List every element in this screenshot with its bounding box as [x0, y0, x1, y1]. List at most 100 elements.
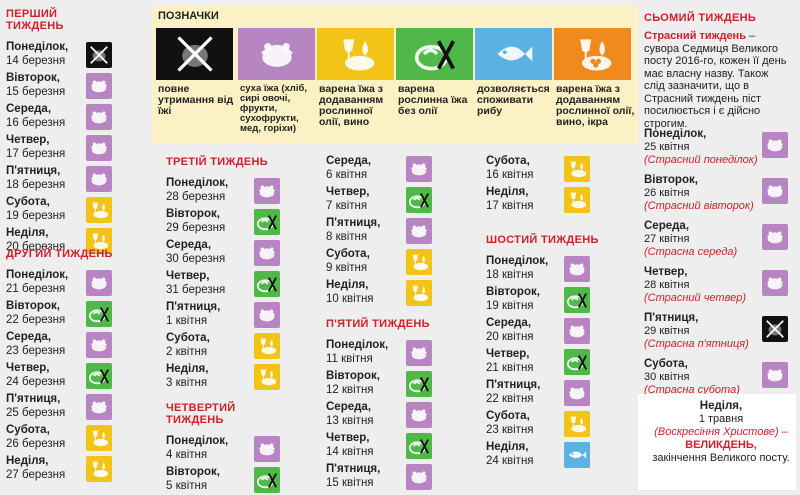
day-date: 1 квітня — [166, 315, 208, 327]
day-name: Понеділок, — [486, 255, 549, 267]
dry-food-icon — [254, 240, 280, 266]
week-title: ДРУГИЙ ТИЖДЕНЬ — [6, 248, 113, 260]
cooked-oil-wine-icon — [254, 364, 280, 390]
day-date: 22 березня — [6, 314, 66, 326]
day-date: 10 квітня — [326, 293, 374, 305]
day-name: Неділя, — [166, 363, 209, 375]
day-row: Понеділок, 11 квітня — [326, 338, 456, 369]
week7-days: Понеділок, 25 квітня (Страсний понеділок) В… — [644, 128, 792, 404]
day-date: 19 квітня — [486, 300, 534, 312]
fish-icon — [475, 28, 552, 80]
day-date: 5 квітня — [166, 480, 208, 492]
day-date: 13 квітня — [326, 415, 374, 427]
day-row: Четвер, 7 квітня — [326, 185, 456, 216]
day-name: Середа, — [6, 331, 52, 343]
day-name: П'ятниця, — [326, 463, 381, 475]
dry-food-icon — [86, 73, 112, 99]
plant-food-no-oil-icon — [564, 287, 590, 313]
day-name: Середа, — [326, 155, 372, 167]
day-date: 14 квітня — [326, 446, 374, 458]
day-row: Вівторок, 22 березня — [6, 299, 118, 330]
day-date: 7 квітня — [326, 200, 368, 212]
dry-food-icon — [564, 380, 590, 406]
day-row: Субота, 26 березня — [6, 423, 118, 454]
dry-food-icon — [406, 218, 432, 244]
day-date: 24 квітня — [486, 455, 534, 467]
day-row: П'ятниця, 22 квітня — [486, 378, 616, 409]
day-name: Неділя, — [6, 455, 49, 467]
legend-label: варена їжа з додаванням рослинної олії, … — [319, 83, 384, 128]
day-date: 20 квітня — [486, 331, 534, 343]
day-name: Неділя, — [486, 441, 529, 453]
day-date: 8 квітня — [326, 231, 368, 243]
dry-food-icon — [762, 362, 788, 388]
dry-food-icon — [564, 318, 590, 344]
day-row: Четвер, 28 квітня (Страсний четвер) — [644, 266, 792, 312]
day-note: (Страсний четвер) — [644, 292, 746, 304]
week7-intro: Страсний тиждень – сувора Седмиця Велико… — [644, 30, 792, 130]
day-date: 16 березня — [6, 117, 66, 129]
dry-food-icon — [406, 464, 432, 490]
day-name: П'ятниця, — [644, 312, 699, 324]
day-date: 28 квітня — [644, 279, 690, 291]
week7-description: – сувора Седмиця Великого посту 2016-го,… — [644, 30, 787, 130]
day-name: Понеділок, — [326, 339, 389, 351]
day-row: П'ятниця, 8 квітня — [326, 216, 456, 247]
week-title: ЧЕТВЕРТИЙ ТИЖДЕНЬ — [166, 402, 236, 426]
day-name: Четвер, — [6, 134, 50, 146]
dry-food-icon — [86, 394, 112, 420]
week-block: ШОСТИЙ ТИЖДЕНЬ Понеділок, 18 квітня Вівторо… — [486, 234, 616, 471]
day-date: 25 квітня — [644, 141, 690, 153]
cooked-oil-wine-icon — [317, 28, 394, 80]
day-row: Середа, 20 квітня — [486, 316, 616, 347]
legend-title: ПОЗНАЧКИ — [158, 10, 219, 22]
day-name: П'ятниця, — [6, 165, 61, 177]
day-date: 28 березня — [166, 191, 226, 203]
dry-food-icon — [406, 340, 432, 366]
day-date: 31 березня — [166, 284, 226, 296]
day-name: Неділя, — [6, 227, 49, 239]
cooked-oil-wine-icon — [564, 156, 590, 182]
cooked-oil-wine-icon — [86, 197, 112, 223]
week7-block: СЬОМИЙ ТИЖДЕНЬ Страсний тиждень – сувора … — [644, 12, 792, 130]
day-date: 18 квітня — [486, 269, 534, 281]
day-name: Середа, — [326, 401, 372, 413]
day-name: Вівторок, — [486, 286, 540, 298]
day-row: Вівторок, 5 квітня — [166, 465, 296, 495]
day-date: 17 березня — [6, 148, 66, 160]
legend-panel: ПОЗНАЧКИ повне утримання від їжі суха їжа… — [152, 6, 638, 144]
day-row: Середа, 16 березня — [6, 102, 118, 133]
day-row: Неділя, 24 квітня — [486, 440, 616, 471]
day-date: 6 квітня — [326, 169, 368, 181]
day-date: 26 квітня — [644, 187, 690, 199]
day-row: Вівторок, 26 квітня (Страсний вівторок) — [644, 174, 792, 220]
dry-food-icon — [406, 156, 432, 182]
dry-food-icon — [762, 132, 788, 158]
easter-date: 1 травня — [698, 413, 744, 425]
dry-food-icon — [86, 270, 112, 296]
plant-food-no-oil-icon — [254, 209, 280, 235]
plant-food-no-oil-icon — [406, 433, 432, 459]
day-date: 20 березня — [6, 241, 66, 253]
plant-food-no-oil-icon — [396, 28, 473, 80]
day-date: 19 березня — [6, 210, 66, 222]
day-row: П'ятниця, 18 березня — [6, 164, 118, 195]
legend-label: варена їжа з додаванням рослинної олії, … — [556, 83, 635, 128]
dry-food-icon — [762, 224, 788, 250]
day-date: 27 квітня — [644, 233, 690, 245]
day-date: 26 березня — [6, 438, 66, 450]
dry-food-icon — [254, 436, 280, 462]
week-title: СЬОМИЙ ТИЖДЕНЬ — [644, 12, 757, 24]
day-row: Понеділок, 21 березня — [6, 268, 118, 299]
day-name: Понеділок, — [644, 128, 707, 140]
day-date: 23 березня — [6, 345, 66, 357]
day-name: Середа, — [644, 220, 690, 232]
day-row: Понеділок, 25 квітня (Страсний понеділок) — [644, 128, 792, 174]
day-row: Понеділок, 14 березня — [6, 40, 118, 71]
day-name: Вівторок, — [6, 72, 60, 84]
no-food-icon — [86, 42, 112, 68]
dry-food-icon — [762, 270, 788, 296]
easter-holiday: ВЕЛИКДЕНЬ, — [685, 439, 757, 451]
day-row: Субота, 30 квітня (Страсна субота) — [644, 358, 792, 404]
day-row: Вівторок, 15 березня — [6, 71, 118, 102]
